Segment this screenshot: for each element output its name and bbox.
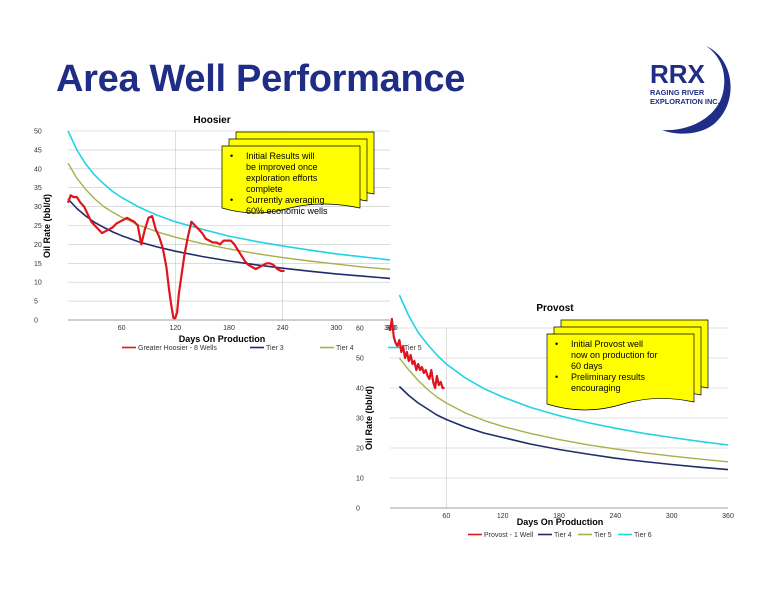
x-tick-label: 360 <box>384 325 396 332</box>
y-tick-label: 10 <box>34 280 42 287</box>
y-axis-title: Oil Rate (bbl/d) <box>42 194 52 258</box>
note-bullet-dot: • <box>555 339 558 349</box>
note-sheet <box>235 131 375 200</box>
x-tick-label: 180 <box>223 325 235 332</box>
note-sheet <box>546 333 695 411</box>
y-tick-label: 30 <box>356 416 364 423</box>
y-tick-label: 50 <box>34 129 42 136</box>
y-tick-label: 5 <box>34 299 38 306</box>
note-bullet-line: Preliminary results <box>571 372 646 382</box>
note-bullet-dot: • <box>230 195 233 205</box>
legend-label: Provost - 1 Well <box>484 532 534 539</box>
y-tick-label: 20 <box>356 446 364 453</box>
legend-label: Tier 6 <box>634 532 652 539</box>
x-tick-label: 240 <box>609 513 621 520</box>
note-bullet-line: Initial Results will <box>246 151 315 161</box>
series-line-tier-5 <box>398 357 729 463</box>
logo-line1: RAGING RIVER <box>650 88 705 97</box>
y-tick-label: 0 <box>356 506 360 513</box>
slide-title: Area Well Performance <box>56 58 466 100</box>
y-tick-label: 35 <box>34 185 42 192</box>
x-axis-title: Days On Production <box>517 517 604 527</box>
note-bullet-dot: • <box>230 151 233 161</box>
x-tick-label: 60 <box>442 513 450 520</box>
logo-rrx-text: RRX <box>650 59 706 89</box>
note-bullet-line: be improved once <box>246 162 318 172</box>
logo-swoosh <box>662 46 731 134</box>
note-bullet-dot: • <box>555 372 558 382</box>
chart-title: Hoosier <box>193 115 230 126</box>
series-line-tier-4 <box>67 162 391 270</box>
legend-label: Tier 4 <box>554 532 572 539</box>
top-label: 300 <box>386 325 398 332</box>
x-tick-label: 300 <box>666 513 678 520</box>
legend-label: Tier 5 <box>404 345 422 352</box>
x-axis-title: Days On Production <box>179 334 266 344</box>
series-line-tier-6 <box>398 294 729 446</box>
note-sheet <box>221 145 361 214</box>
y-tick-label: 40 <box>356 386 364 393</box>
legend-label: Greater Hoosier - 8 Wells <box>138 345 217 352</box>
y-tick-label: 10 <box>356 476 364 483</box>
x-tick-label: 360 <box>722 513 734 520</box>
note-bullet-line: Currently averaging <box>246 195 325 205</box>
y-tick-label: 15 <box>34 261 42 268</box>
series-line-greater-hoosier-8-wells <box>66 194 285 320</box>
series-line-provost-1-well <box>388 317 445 390</box>
note-bullet-line: exploration efforts <box>246 173 318 183</box>
y-tick-label: 50 <box>356 356 364 363</box>
note-sheet <box>560 319 709 397</box>
y-tick-label: 0 <box>34 318 38 325</box>
legend-label: Tier 4 <box>336 345 354 352</box>
x-tick-label: 120 <box>169 325 181 332</box>
y-tick-label: 60 <box>356 326 364 333</box>
series-line-tier-5 <box>67 130 391 261</box>
note-bullet-line: 60 days <box>571 361 603 371</box>
y-tick-label: 20 <box>34 242 42 249</box>
note-bullet-line: Initial Provost well <box>571 339 643 349</box>
y-tick-label: 25 <box>34 223 42 230</box>
legend-label: Tier 3 <box>266 345 284 352</box>
note-sheet <box>553 326 702 404</box>
y-tick-label: 45 <box>34 147 42 154</box>
x-tick-label: 300 <box>330 325 342 332</box>
logo-line2: EXPLORATION INC. <box>650 97 720 106</box>
y-tick-label: 40 <box>34 166 42 173</box>
note-bullet-line: 60% economic wells <box>246 206 328 216</box>
y-tick-label: 30 <box>34 204 42 211</box>
note-sheet <box>228 138 368 207</box>
x-tick-label: 60 <box>118 325 126 332</box>
series-line-tier-3 <box>67 198 391 280</box>
x-tick-label: 240 <box>277 325 289 332</box>
chart-title: Provost <box>536 303 574 314</box>
note-bullet-line: now on production for <box>571 350 658 360</box>
legend-label: Tier 5 <box>594 532 612 539</box>
series-line-tier-4 <box>398 385 729 471</box>
rrx-logo: RRX RAGING RIVER EXPLORATION INC. <box>650 46 731 134</box>
x-tick-label: 180 <box>553 513 565 520</box>
note-bullet-line: encouraging <box>571 383 621 393</box>
x-tick-label: 120 <box>497 513 509 520</box>
note-bullet-line: complete <box>246 184 283 194</box>
y-axis-title: Oil Rate (bbl/d) <box>364 386 374 450</box>
